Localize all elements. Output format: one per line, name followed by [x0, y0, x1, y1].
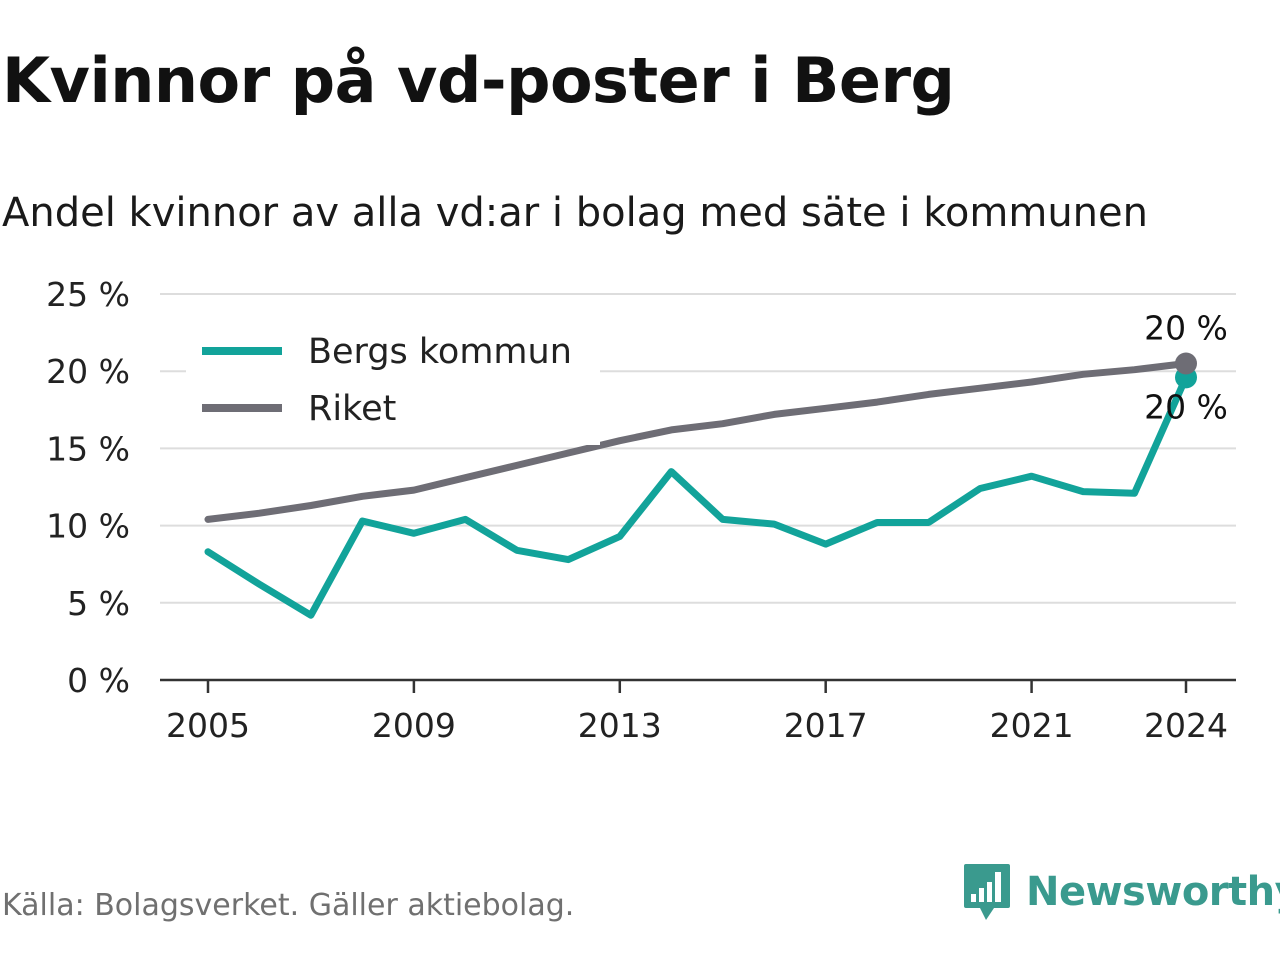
x-tick-label: 2009: [372, 706, 456, 745]
y-tick-label: 5 %: [67, 584, 130, 623]
legend-label-bergs: Bergs kommun: [308, 332, 572, 372]
x-tick-label: 2021: [990, 706, 1074, 745]
y-tick-label: 20 %: [46, 352, 130, 391]
y-tick-label: 25 %: [46, 275, 130, 314]
chart-title: Kvinnor på vd-poster i Berg: [2, 44, 955, 117]
x-tick-label: 2024: [1144, 706, 1228, 745]
brand-name: Newsworthy: [1026, 869, 1280, 915]
legend: Bergs kommun Riket: [186, 330, 600, 445]
end-point-riket: [1175, 352, 1197, 375]
x-tick-label: 2005: [166, 706, 250, 745]
legend-label-riket: Riket: [308, 389, 396, 429]
series-line-riket: [204, 360, 1190, 523]
x-tick-label: 2013: [578, 706, 662, 745]
end-label-riket: 20 %: [1144, 308, 1228, 347]
y-tick-label: 10 %: [46, 507, 130, 546]
source-note: Källa: Bolagsverket. Gäller aktiebolag.: [2, 888, 575, 923]
y-tick-label: 15 %: [46, 429, 130, 468]
newsworthy-logo-icon: [964, 864, 1010, 920]
series-line-bergs: [204, 373, 1190, 619]
series-layer: [204, 360, 1190, 619]
y-tick-label: 0 %: [67, 661, 130, 700]
end-label-bergs: 20 %: [1144, 387, 1228, 426]
chart-subtitle: Andel kvinnor av alla vd:ar i bolag med …: [2, 190, 1148, 236]
axis-layer: 0 % 5 % 10 % 15 % 20 % 25 % 2005 2009 2013 2017 20…: [46, 275, 1236, 745]
x-tick-label: 2017: [784, 706, 868, 745]
end-labels: 20 % 20 %: [1144, 308, 1228, 426]
brand-logo: Newsworthy: [962, 862, 1280, 922]
